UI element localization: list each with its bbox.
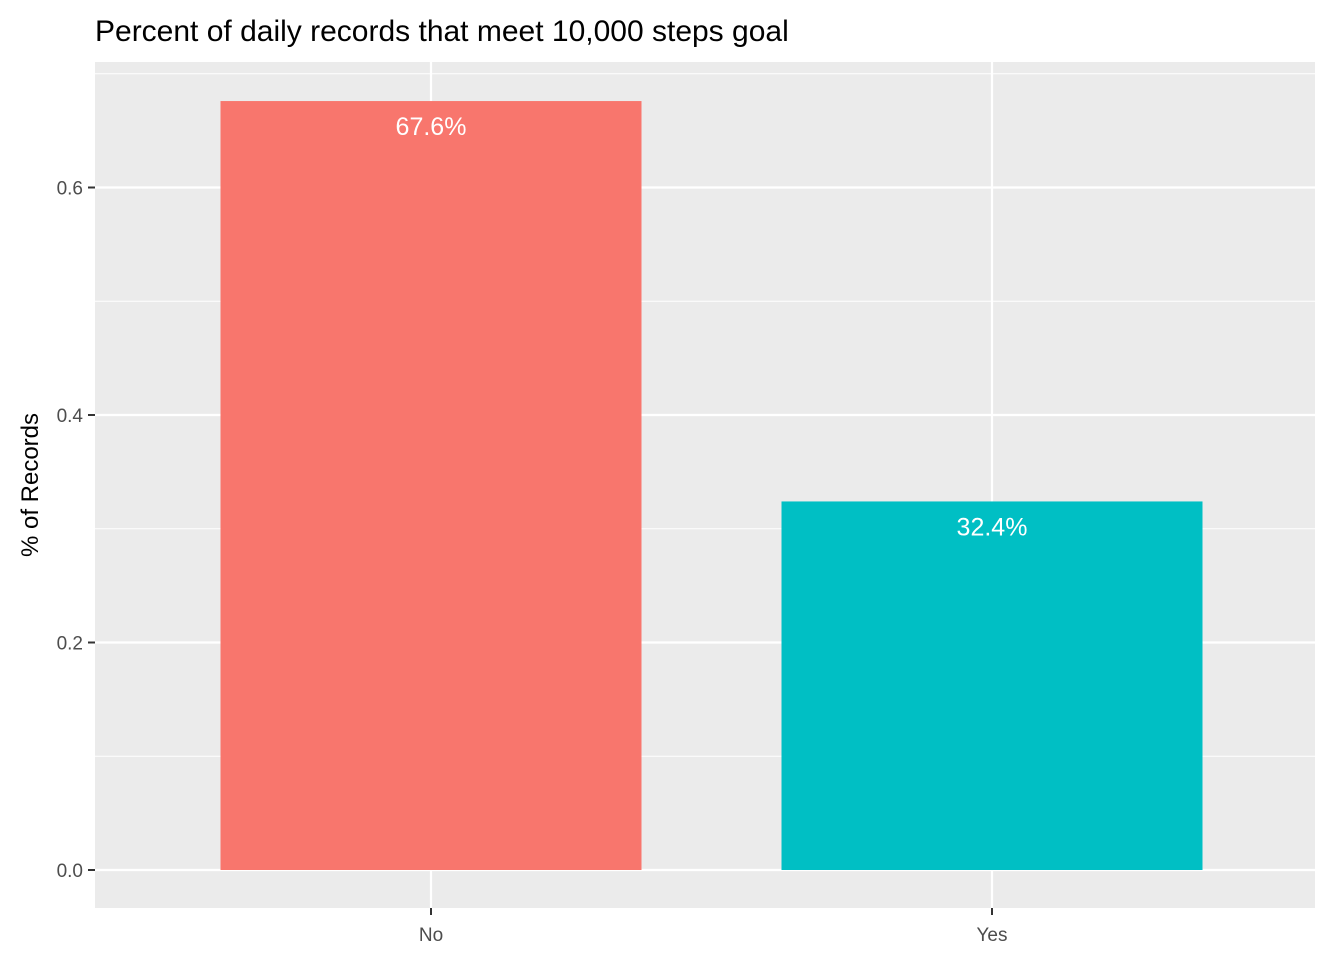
x-axis: No Yes xyxy=(419,908,1008,946)
bar-yes xyxy=(781,501,1203,870)
bars-group xyxy=(220,101,1203,871)
y-tick-label: 0.4 xyxy=(57,406,84,427)
bar-labels-group: 67.6% 32.4% xyxy=(396,113,1028,541)
y-axis-label: % of Records xyxy=(17,413,44,557)
y-tick-label: 0.6 xyxy=(57,179,83,200)
bar-data-label: 32.4% xyxy=(957,513,1028,541)
bar-data-label: 67.6% xyxy=(396,113,467,141)
y-axis: 0.0 0.2 0.4 0.6 xyxy=(57,179,95,882)
y-tick-label: 0.0 xyxy=(57,861,83,882)
x-tick-label: No xyxy=(419,925,443,946)
bar-no xyxy=(220,101,642,871)
y-tick-label: 0.2 xyxy=(57,634,83,655)
x-tick-label: Yes xyxy=(977,925,1008,946)
chart-title: Percent of daily records that meet 10,00… xyxy=(95,15,789,48)
